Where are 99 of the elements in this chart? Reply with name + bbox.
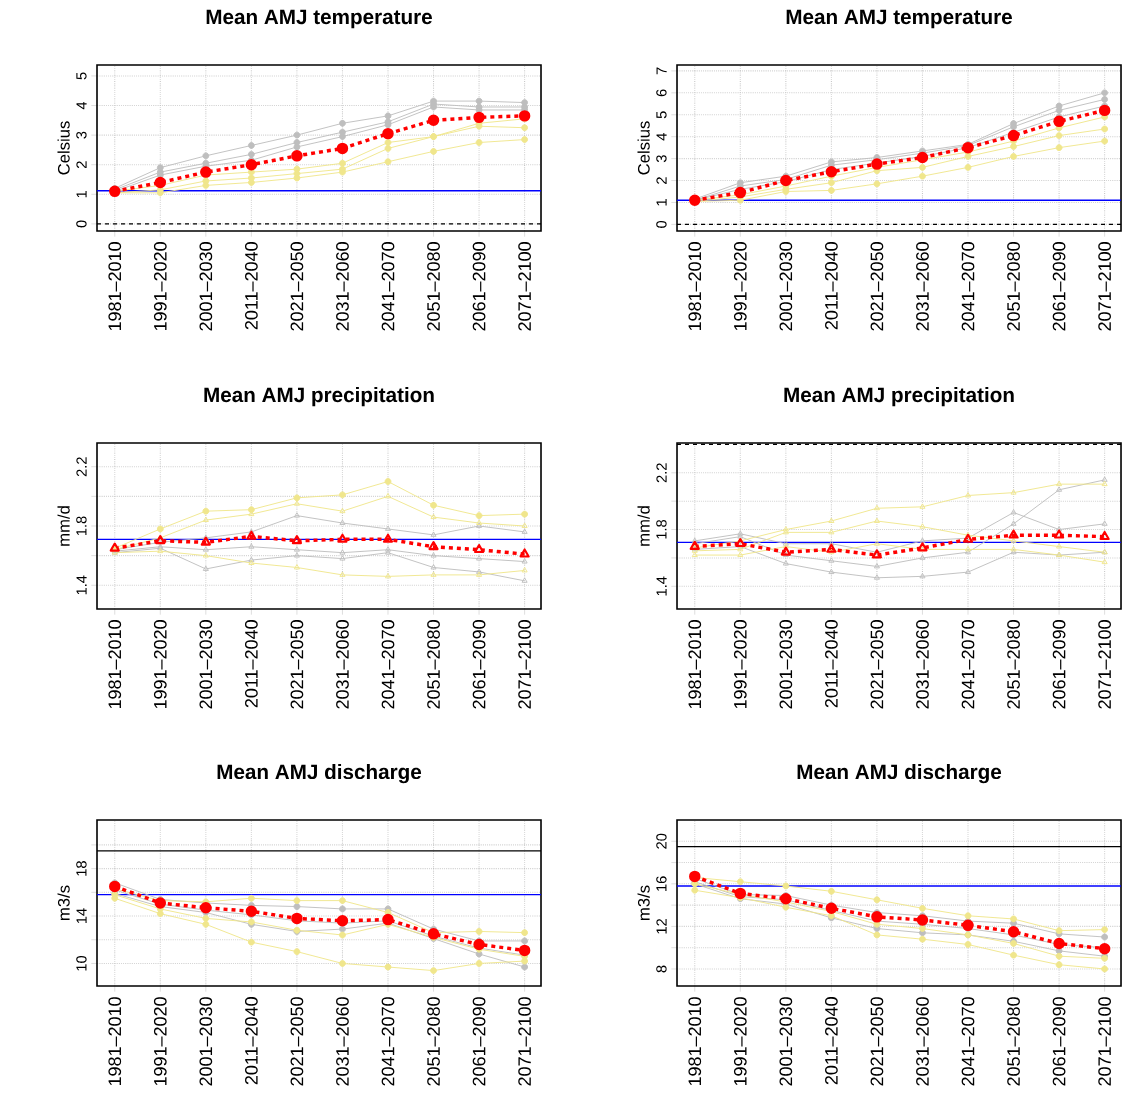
x-tick-label: 2061–2090 xyxy=(472,242,486,331)
x-tick-label: 2061–2090 xyxy=(472,997,486,1086)
x-tick-label: 2001–2030 xyxy=(779,997,793,1086)
x-tick-label: 2001–2030 xyxy=(199,997,213,1086)
y-axis-title: Celsius xyxy=(637,121,650,175)
x-tick-label: 2031–2060 xyxy=(916,242,929,331)
x-tick-label: 1981–2010 xyxy=(108,242,122,331)
y-tick-label: 1.4 xyxy=(76,575,87,595)
y-tick-label: 4 xyxy=(656,133,667,141)
y-axis-title: m3/s xyxy=(57,885,70,920)
x-tick-label: 2041–2070 xyxy=(961,242,975,331)
x-tick-label: 2071–2100 xyxy=(1098,242,1111,331)
x-tick-label: 1981–2010 xyxy=(688,620,702,709)
x-tick-label: 1981–2010 xyxy=(108,620,122,709)
x-tick-label: 2041–2070 xyxy=(381,242,395,331)
x-tick-label: 2001–2030 xyxy=(779,620,793,709)
y-tick-label: 2 xyxy=(656,177,667,184)
y-tick-label: 1.8 xyxy=(656,519,667,539)
x-tick-label: 2041–2070 xyxy=(381,997,395,1086)
y-axis-title: mm/d xyxy=(57,506,70,546)
x-tick-label: 2071–2100 xyxy=(518,620,531,709)
x-tick-label: 1981–2010 xyxy=(108,997,122,1086)
chart-title: Mean AMJ temperature xyxy=(786,9,1012,29)
x-tick-label: 2061–2090 xyxy=(1052,620,1066,709)
x-tick-label: 1981–2010 xyxy=(688,997,702,1086)
x-tick-label: 2041–2070 xyxy=(381,620,395,709)
y-tick-label: 12 xyxy=(656,918,667,934)
x-tick-label: 2071–2100 xyxy=(1098,620,1111,709)
x-tick-label: 1981–2010 xyxy=(688,242,702,331)
x-tick-label: 2011–2040 xyxy=(245,620,258,708)
y-tick-label: 6 xyxy=(656,89,667,97)
chart-title: Mean AMJ temperature xyxy=(206,9,432,29)
x-tick-label: 2021–2050 xyxy=(290,620,304,709)
x-tick-label: 2031–2060 xyxy=(336,242,349,331)
y-tick-label: 20 xyxy=(656,833,667,849)
y-tick-label: 7 xyxy=(656,67,667,75)
y-tick-label: 1.8 xyxy=(76,516,87,536)
y-tick-label: 0 xyxy=(76,220,87,228)
x-tick-label: 2031–2060 xyxy=(336,620,349,709)
y-tick-label: 5 xyxy=(656,111,667,119)
x-tick-label: 2071–2100 xyxy=(1098,997,1111,1086)
y-tick-label: 3 xyxy=(76,131,87,139)
x-tick-label: 2021–2050 xyxy=(870,242,884,331)
chart-title: Mean AMJ precipitation xyxy=(204,387,434,407)
x-tick-label: 2011–2040 xyxy=(825,242,838,330)
x-tick-label: 2031–2060 xyxy=(916,997,929,1086)
x-tick-label: 2051–2080 xyxy=(427,620,440,709)
x-tick-label: 2011–2040 xyxy=(825,997,838,1085)
y-tick-label: 1 xyxy=(76,190,87,198)
x-tick-label: 2011–2040 xyxy=(245,997,258,1085)
x-tick-label: 2011–2040 xyxy=(825,620,838,708)
y-tick-label: 16 xyxy=(656,876,667,891)
x-tick-label: 2021–2050 xyxy=(290,242,304,331)
x-tick-label: 2041–2070 xyxy=(961,620,975,709)
y-tick-label: 8 xyxy=(656,965,667,973)
y-tick-label: 10 xyxy=(76,955,87,971)
y-tick-label: 0 xyxy=(656,220,667,228)
y-axis-title: m3/s xyxy=(637,885,650,920)
x-tick-label: 1991–2020 xyxy=(733,997,747,1086)
x-tick-label: 2051–2080 xyxy=(1007,620,1020,709)
x-tick-label: 2001–2030 xyxy=(199,242,213,331)
chart-title: Mean AMJ discharge xyxy=(797,763,1002,784)
x-tick-label: 2061–2090 xyxy=(472,620,486,709)
x-tick-label: 2051–2080 xyxy=(1007,242,1020,331)
y-tick-label: 1.4 xyxy=(656,576,667,596)
x-tick-label: 2071–2100 xyxy=(518,242,531,331)
y-tick-label: 3 xyxy=(656,155,667,163)
chart-title: Mean AMJ precipitation xyxy=(784,387,1014,407)
x-tick-label: 2021–2050 xyxy=(290,997,304,1086)
x-tick-label: 1991–2020 xyxy=(733,620,747,709)
x-tick-label: 2021–2050 xyxy=(870,997,884,1086)
y-axis-title: mm/d xyxy=(637,506,650,546)
y-tick-label: 18 xyxy=(76,861,87,876)
x-tick-label: 1991–2020 xyxy=(153,242,167,331)
y-tick-label: 4 xyxy=(76,101,87,110)
y-tick-label: 2 xyxy=(76,161,87,169)
x-tick-label: 2001–2030 xyxy=(199,620,213,709)
y-axis-title: Celsius xyxy=(57,121,70,175)
y-tick-label: 5 xyxy=(76,72,87,80)
x-tick-label: 1991–2020 xyxy=(733,242,747,331)
x-tick-label: 2011–2040 xyxy=(245,242,258,330)
x-tick-label: 1991–2020 xyxy=(153,620,167,709)
y-tick-label: 2.2 xyxy=(76,457,87,477)
x-tick-label: 2001–2030 xyxy=(779,242,793,331)
x-tick-label: 2021–2050 xyxy=(870,620,884,709)
x-tick-label: 2051–2080 xyxy=(427,242,440,331)
x-tick-label: 2041–2070 xyxy=(961,997,975,1086)
x-tick-label: 2051–2080 xyxy=(1007,997,1020,1086)
chart-title: Mean AMJ discharge xyxy=(217,763,422,784)
x-tick-label: 2061–2090 xyxy=(1052,242,1066,331)
y-tick-label: 2.2 xyxy=(656,463,667,483)
x-tick-label: 2051–2080 xyxy=(427,997,440,1086)
y-tick-label: 14 xyxy=(76,908,87,924)
x-tick-label: 2031–2060 xyxy=(916,620,929,709)
x-tick-label: 2061–2090 xyxy=(1052,997,1066,1086)
x-tick-label: 2071–2100 xyxy=(518,997,531,1086)
x-tick-label: 2031–2060 xyxy=(336,997,349,1086)
x-tick-label: 1991–2020 xyxy=(153,997,167,1086)
y-tick-label: 1 xyxy=(656,199,667,206)
